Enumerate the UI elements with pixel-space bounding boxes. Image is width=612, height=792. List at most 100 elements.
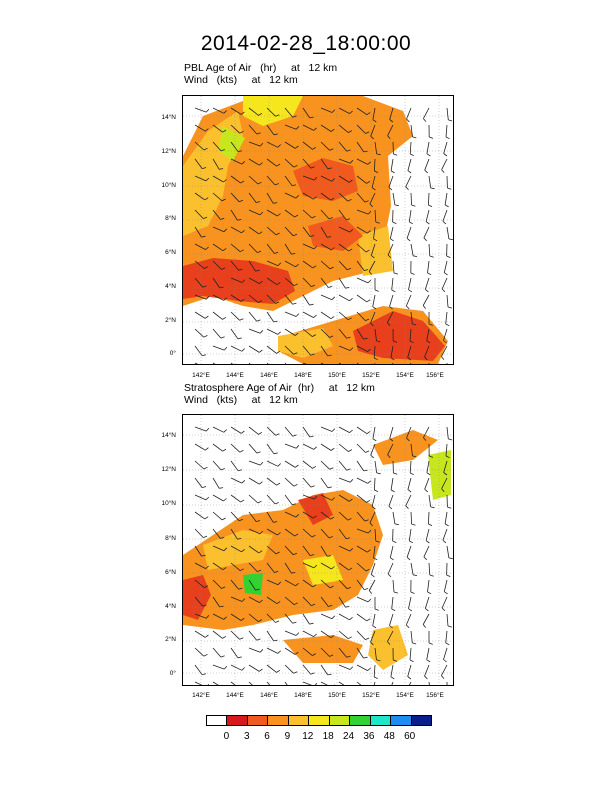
wind-barb — [320, 226, 328, 238]
lat-label: 2°N — [165, 636, 176, 643]
wind-barb-flag — [426, 153, 431, 157]
wind-barb-flag — [295, 126, 300, 130]
wind-barb — [409, 681, 412, 685]
wind-barb-flag — [205, 496, 210, 501]
wind-barb — [320, 294, 333, 301]
wind-barb-flag — [293, 484, 298, 487]
wind-barb — [302, 175, 315, 181]
wind-barb-flag — [446, 574, 451, 577]
wind-barb-flag — [274, 183, 279, 186]
wind-barb-flag — [259, 142, 264, 147]
wind-barb-flag — [258, 112, 263, 116]
lon-label: 156°E — [426, 692, 444, 699]
wind-barb-flag — [429, 455, 434, 458]
wind-barb — [320, 647, 330, 657]
wind-barb — [410, 311, 413, 324]
wind-barb-flag — [223, 110, 227, 114]
wind-barb-flag — [393, 340, 398, 343]
wind-barb-flag — [204, 516, 209, 520]
wind-barb-flag — [423, 118, 427, 122]
wind-barb — [441, 596, 448, 609]
wind-barb — [248, 328, 261, 334]
wind-barb — [370, 630, 376, 643]
wind-barb — [302, 613, 310, 625]
wind-barb-flag — [349, 479, 354, 483]
lat-label: 4°N — [165, 603, 176, 610]
wind-barb-flag — [406, 437, 410, 442]
wind-barb — [194, 328, 205, 338]
wind-barb — [248, 545, 260, 554]
wind-barb-flag — [273, 202, 278, 204]
wind-barb-flag — [205, 128, 209, 132]
colorbar-label: 18 — [322, 731, 334, 742]
wind-barb-flag — [425, 289, 429, 293]
wind-barb-flag — [327, 673, 332, 676]
colorbar-box — [329, 716, 351, 725]
wind-barb — [266, 630, 275, 642]
wind-barb — [194, 460, 205, 470]
wind-barb — [230, 579, 239, 590]
wind-barb-flag — [258, 619, 262, 622]
wind-barb-flag — [413, 574, 418, 576]
wind-barb-flag — [277, 262, 282, 266]
wind-barb-flag — [376, 153, 381, 156]
wind-barb-flag — [313, 176, 318, 181]
wind-barb-flag — [204, 585, 208, 588]
wind-barb — [248, 362, 251, 364]
wind-barb — [390, 158, 394, 171]
wind-barb-flag — [329, 654, 334, 657]
wind-barb-flag — [276, 282, 281, 286]
wind-barb — [409, 460, 412, 474]
colorbar-box — [288, 716, 310, 725]
wind-barb — [406, 226, 412, 239]
colorbar-label: 48 — [383, 731, 395, 742]
wind-barb-flag — [374, 489, 379, 492]
wind-barb-flag — [367, 667, 371, 671]
wind-barb — [370, 243, 376, 256]
wind-barb — [230, 426, 242, 434]
wind-barb-flag — [406, 118, 410, 123]
wind-barb — [356, 630, 366, 640]
wind-barb-flag — [201, 673, 207, 676]
lon-label: 144°E — [226, 692, 244, 699]
strat-contour-green — [243, 573, 263, 595]
wind-barb — [194, 141, 205, 151]
wind-barb-flag — [393, 472, 398, 475]
wind-barb-flag — [372, 306, 377, 310]
wind-barb-flag — [258, 550, 263, 554]
wind-barb-flag — [255, 588, 260, 591]
wind-barb — [248, 294, 259, 303]
wind-barb — [212, 681, 219, 685]
wind-barb-flag — [277, 650, 281, 654]
wind-barb — [284, 460, 296, 468]
wind-barb — [194, 294, 207, 300]
wind-barb-flag — [221, 586, 226, 589]
wind-barb-flag — [391, 289, 396, 293]
wind-barb — [338, 345, 351, 351]
wind-barb-flag — [274, 251, 279, 254]
wind-barb-flag — [331, 178, 335, 182]
wind-barb — [356, 158, 368, 165]
colorbar-box — [370, 716, 392, 725]
wind-barb-flag — [207, 684, 210, 685]
wind-barb-flag — [291, 572, 296, 574]
wind-barb — [212, 511, 223, 521]
wind-barb — [368, 579, 376, 591]
wind-barb-flag — [327, 167, 332, 170]
wind-barb-flag — [329, 467, 334, 470]
wind-barb-flag — [406, 305, 410, 310]
wind-barb-flag — [240, 568, 244, 572]
wind-barb — [390, 664, 394, 677]
wind-barb-flag — [411, 204, 416, 207]
wind-barb-flag — [293, 552, 298, 556]
lon-label: 148°E — [294, 372, 312, 379]
wind-barb — [356, 613, 368, 622]
wind-barb-flag — [367, 348, 371, 352]
wind-barb — [302, 562, 315, 569]
wind-barb-flag — [238, 587, 243, 590]
wind-barb-flag — [329, 335, 334, 338]
wind-barb — [284, 226, 294, 237]
wind-barb-flag — [292, 115, 297, 118]
strat-contour-south — [283, 635, 363, 663]
wind-barb — [212, 243, 224, 252]
